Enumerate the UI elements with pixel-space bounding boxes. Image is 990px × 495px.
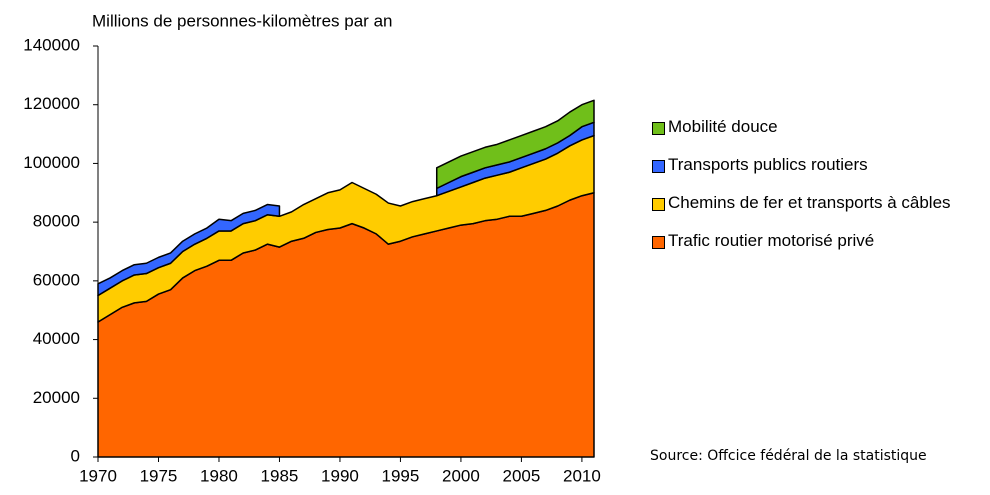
- legend-item: Mobilité douce: [652, 116, 972, 138]
- legend-label: Chemins de fer et transports à câbles: [668, 193, 951, 212]
- y-tick-label: 40000: [33, 329, 80, 348]
- x-tick-label: 2010: [563, 466, 601, 485]
- legend-item: Transports publics routiers: [652, 154, 972, 176]
- y-tick-label: 120000: [23, 94, 80, 113]
- y-tick-label: 0: [71, 446, 80, 465]
- legend-label: Transports publics routiers: [668, 155, 868, 174]
- x-tick-label: 1970: [79, 466, 117, 485]
- y-axis-title: Millions de personnes-kilomètres par an: [92, 11, 392, 30]
- x-tick-label: 1975: [140, 466, 178, 485]
- legend: Mobilité douce Transports publics routier…: [652, 116, 972, 268]
- x-tick-label: 1995: [382, 466, 420, 485]
- legend-swatch: [652, 236, 665, 249]
- legend-swatch: [652, 198, 665, 211]
- area: [435, 99, 595, 190]
- legend-label: Mobilité douce: [668, 117, 778, 136]
- y-tick-label: 140000: [23, 35, 80, 54]
- x-tick-label: 1985: [261, 466, 299, 485]
- legend-swatch: [652, 122, 665, 135]
- legend-item: Chemins de fer et transports à câbles: [652, 192, 972, 214]
- legend-swatch: [652, 160, 665, 173]
- legend-item: Trafic routier motorisé privé: [652, 230, 972, 252]
- y-tick-label: 60000: [33, 270, 80, 289]
- x-tick-label: 2000: [442, 466, 480, 485]
- x-tick-label: 1990: [321, 466, 359, 485]
- y-tick-label: 80000: [33, 212, 80, 231]
- x-tick-label: 2005: [503, 466, 541, 485]
- x-tick-label: 1980: [200, 466, 238, 485]
- area: [97, 192, 595, 458]
- y-tick-label: 20000: [33, 388, 80, 407]
- legend-label: Trafic routier motorisé privé: [668, 231, 875, 250]
- y-tick-label: 100000: [23, 153, 80, 172]
- source-note: Source: Offcice fédéral de la statistiqu…: [650, 448, 927, 464]
- area: [97, 203, 281, 297]
